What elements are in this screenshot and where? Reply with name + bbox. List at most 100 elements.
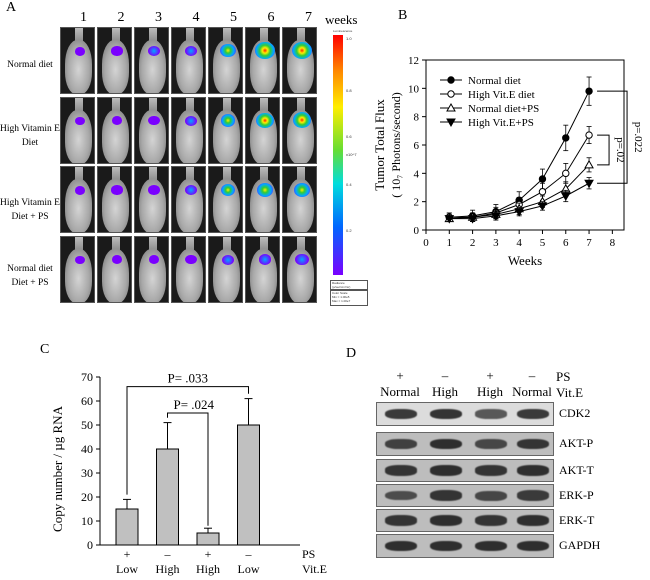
- x-tick-label: 2: [470, 237, 476, 249]
- row-label-line: Normal diet: [7, 264, 53, 274]
- nose-cone: [75, 167, 83, 181]
- x-tick-label: 1: [447, 237, 453, 249]
- nose-cone: [260, 97, 268, 112]
- condition-label: High: [432, 384, 458, 399]
- protein-band: [385, 540, 417, 552]
- p-value-annotation: P= .033: [167, 371, 208, 386]
- mouse-image-cell: [60, 235, 95, 303]
- ps-sign: –: [441, 368, 449, 383]
- tumor-signal-blob: [293, 182, 311, 197]
- y-tick-label: 8: [414, 112, 420, 124]
- nose-cone: [260, 236, 268, 251]
- legend-label: Normal diet+PS: [468, 103, 539, 115]
- week-number: 2: [117, 10, 125, 25]
- nose-cone: [260, 167, 268, 181]
- mouse-image-cell: [134, 27, 169, 94]
- colorbar-bottom-line: Color Scale: [332, 291, 348, 295]
- mouse-image-cell: [171, 235, 206, 303]
- colorbar-tick: 1.0: [346, 36, 352, 41]
- p-value-annotation: p=.02: [614, 137, 626, 162]
- tumor-signal-blob: [295, 253, 309, 266]
- tumor-signal-blob: [75, 116, 85, 125]
- y-tick-label: 10: [408, 83, 420, 95]
- nose-cone: [75, 236, 83, 251]
- tumor-signal-blob: [257, 183, 273, 197]
- row-label-line: Diet + PS: [11, 212, 49, 222]
- tumor-signal-blob: [255, 42, 275, 59]
- nose-cone: [297, 167, 305, 181]
- ps-sign: –: [528, 368, 536, 383]
- protein-band: [517, 515, 549, 526]
- week-number: 5: [230, 10, 237, 25]
- protein-band: [517, 540, 549, 552]
- tumor-signal-blob: [292, 42, 312, 59]
- y-tick-label: 40: [81, 442, 93, 456]
- colorbar-bottom-line: Max = 1.00e7: [332, 299, 351, 303]
- color-scale-box: [330, 290, 368, 306]
- nose-cone: [112, 167, 120, 181]
- tumor-signal-blob: [111, 255, 123, 265]
- tumor-signal-blob: [256, 112, 274, 128]
- mouse-image-cell: [134, 166, 169, 233]
- panel-b-letter: B: [398, 8, 408, 23]
- p-value-annotation: P= .024: [173, 397, 214, 412]
- tumor-signal-blob: [111, 185, 123, 195]
- legend-label: High Vit.E+PS: [468, 117, 534, 129]
- protein-band: [517, 465, 549, 476]
- protein-band: [517, 438, 549, 450]
- protein-band: [475, 540, 507, 552]
- ps-sign: –: [245, 547, 253, 561]
- row-label-line: Diet + PS: [11, 278, 49, 288]
- category-label: High: [196, 562, 220, 576]
- protein-band: [475, 490, 507, 501]
- mouse-image-cell: [245, 96, 280, 164]
- nose-cone: [297, 236, 305, 251]
- x-tick-label: 3: [493, 237, 499, 249]
- blot-label: AKT-T: [559, 462, 594, 477]
- data-point: [562, 169, 570, 178]
- nose-cone: [223, 28, 231, 42]
- protein-band: [430, 408, 462, 420]
- mouse-image-cell: [282, 166, 317, 233]
- blot-strip: [376, 509, 554, 532]
- tumor-signal-blob: [75, 255, 85, 264]
- nose-cone: [223, 167, 231, 181]
- protein-band: [475, 409, 507, 419]
- y-tick-label: 10: [81, 514, 93, 528]
- legend-label: High Vit.E diet: [468, 89, 535, 101]
- data-point: [584, 179, 594, 189]
- mouse-image-cell: [171, 166, 206, 233]
- bar: [196, 532, 220, 546]
- y-tick-label: 0: [87, 538, 93, 552]
- nose-cone: [186, 167, 194, 181]
- nose-cone: [186, 236, 194, 251]
- colorbar-tick: 0.2: [346, 228, 352, 233]
- nose-cone: [260, 28, 268, 42]
- vite-row-label: Vit.E: [556, 385, 584, 400]
- tumor-signal-blob: [292, 112, 312, 128]
- tumor-signal-blob: [220, 114, 236, 127]
- panel-c-letter: C: [40, 342, 50, 357]
- row-label-line: Diet: [21, 138, 39, 148]
- tumor-signal-blob: [148, 115, 160, 126]
- protein-band: [430, 515, 462, 526]
- blot-label: ERK-P: [559, 487, 594, 502]
- nose-cone: [149, 236, 157, 251]
- data-point: [537, 202, 548, 211]
- mouse-image-cell: [282, 235, 317, 303]
- condition-label: High: [477, 384, 503, 399]
- mouse-image-cell: [208, 235, 243, 303]
- protein-band: [385, 490, 417, 501]
- blot-label: AKT-P: [559, 436, 594, 450]
- legend-marker: [446, 102, 456, 112]
- data-point: [585, 87, 593, 95]
- legend-marker: [447, 90, 455, 98]
- nose-cone: [297, 28, 305, 42]
- nose-cone: [149, 28, 157, 42]
- blot-strip: [376, 534, 554, 558]
- p-value-annotation: p=.022: [632, 122, 644, 153]
- plot-frame: [425, 59, 625, 231]
- tumor-signal-blob: [148, 185, 160, 196]
- colorbar-tick: 0.4: [346, 182, 352, 187]
